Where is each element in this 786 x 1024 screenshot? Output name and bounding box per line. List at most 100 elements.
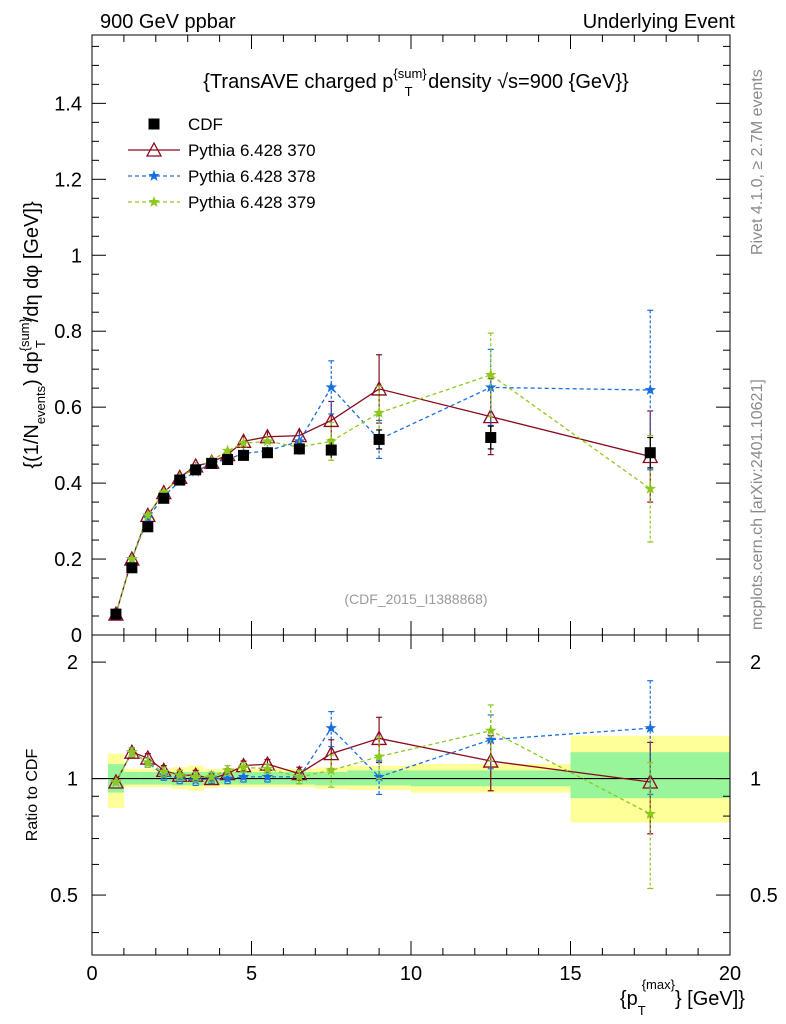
main-series-3-line (115, 374, 651, 615)
ratio-series-1-point (221, 772, 234, 784)
ratio-series-2-point (237, 761, 250, 773)
legend-marker (148, 196, 160, 207)
main-series-3-point (126, 553, 138, 564)
main-series-0-point (110, 608, 122, 620)
ratio-y-tick-label-right: 2 (750, 652, 761, 674)
ratio-series-2-point (485, 724, 497, 736)
legend-label: Pythia 6.428 370 (188, 141, 316, 160)
legend-label: Pythia 6.428 378 (188, 167, 316, 186)
ratio-series-2-point (174, 769, 186, 781)
main-series-3-point (221, 444, 234, 456)
x-tick-label: 15 (559, 963, 581, 985)
main-series-0-point (485, 432, 497, 444)
ratio-y-tick-label-right: 1 (750, 769, 761, 791)
main-series-0-point (222, 454, 234, 466)
ratio-series-2-point (110, 775, 122, 787)
main-series-3-point (325, 435, 337, 447)
header-right: Underlying Event (583, 11, 736, 33)
main-series-0-point (373, 433, 385, 445)
main-series-2-point (644, 384, 656, 395)
ratio-series-2-point (142, 756, 154, 768)
main-y-tick-label: 0 (71, 625, 82, 647)
main-series-0-point (174, 474, 186, 486)
legend-marker (148, 118, 160, 130)
main-series-0-point (206, 457, 218, 469)
x-tick-label: 0 (86, 963, 97, 985)
rivet-label: Rivet 4.1.0, ≥ 2.7M events (749, 69, 766, 255)
title-sup: {sum} (393, 66, 427, 81)
main-y-tick-label: 0.6 (54, 397, 82, 419)
header-left: 900 GeV ppbar (100, 11, 236, 33)
main-series-0-point (190, 464, 202, 476)
main-series-3-point (644, 482, 656, 494)
ratio-series-1-point (373, 770, 385, 782)
title-sub: T (405, 84, 413, 99)
ratio-series-0-point (291, 765, 308, 781)
main-series-2-point (485, 381, 497, 393)
main-y-tick-label: 1 (71, 245, 82, 267)
ratio-y-tick-label-right: 0.5 (750, 885, 778, 907)
main-title: {TransAVE charged p{sum} T density √s=900… (203, 66, 629, 99)
main-series-0-point (126, 562, 138, 574)
ratio-series-2-point (221, 764, 234, 776)
ratio-series-2-point (158, 765, 170, 777)
legend-label: CDF (188, 115, 223, 134)
main-series-1-point (482, 408, 499, 424)
x-tick-label: 5 (246, 963, 257, 985)
legend-label: Pythia 6.428 379 (188, 193, 316, 212)
main-ylabel: {(1/Nevents) dp{sum}T/dη dφ [GeV]} (17, 201, 48, 469)
main-series-1-point (371, 380, 388, 396)
legend-marker (145, 141, 163, 157)
x-tick-label: 10 (400, 963, 422, 985)
ratio-series-1-point (644, 722, 656, 733)
main-y-tick-label: 0.8 (54, 321, 82, 343)
ratio-panel: 0 5 10 15 20 2 1 0.5 2 1 0.5 Ratio to CDF (24, 634, 778, 985)
ratio-ylabel: Ratio to CDF (24, 749, 41, 842)
main-panel: 0 0.2 0.4 0.6 0.8 1 1.2 1.4 {TransAVE charged p… (17, 34, 731, 647)
ratio-series-2-point (325, 764, 337, 776)
main-series-3-point (158, 486, 170, 498)
ratio-series-2-point (293, 770, 306, 782)
ratio-y-tick-label: 0.5 (50, 885, 78, 907)
analysis-watermark: (CDF_2015_I1388868) (344, 591, 487, 607)
main-series-3-point (237, 437, 250, 449)
legend-marker (148, 170, 160, 181)
ratio-series-2-point (373, 750, 385, 762)
main-y-tick-label: 1.4 (54, 93, 82, 115)
main-series-3-point (485, 368, 497, 380)
ratio-series-1-point (261, 770, 274, 782)
main-series-0-point (261, 447, 273, 459)
ratio-series-1-line (115, 727, 651, 783)
legend: CDF Pythia 6.428 370 Pythia 6.428 378 Pythi… (128, 115, 316, 212)
main-y-tick-label: 0.2 (54, 549, 82, 571)
ratio-y-tick-label: 1 (67, 769, 78, 791)
main-series-1-point (235, 432, 252, 448)
main-series-3-point (261, 435, 274, 447)
main-series-0-point (158, 492, 170, 504)
ratio-series-2-point (205, 770, 218, 782)
main-series-2-point (325, 381, 337, 393)
main-series-1-line (115, 388, 651, 615)
main-y-tick-label: 1.2 (54, 169, 82, 191)
title-pre: {TransAVE charged p (203, 71, 393, 93)
main-series-3-point (142, 509, 154, 521)
mcplots-label: mcplots.cern.ch [arXiv:2401.10621] (749, 379, 766, 630)
main-series-1-point (323, 412, 340, 428)
ratio-series-1-point (237, 770, 250, 782)
main-series-0-point (238, 449, 250, 461)
main-series-0-point (142, 521, 154, 533)
main-series-3-point (373, 406, 385, 418)
ratio-y-tick-label: 2 (67, 652, 78, 674)
main-series-0-point (644, 447, 656, 459)
ratio-series-2-point (126, 746, 138, 758)
x-axis-label: {pT{max}} [GeV]} (620, 977, 745, 1018)
main-y-tick-label: 0.4 (54, 473, 82, 495)
ratio-series-1-point (485, 733, 497, 745)
main-series-2-line (115, 386, 651, 615)
x-tick-label: 20 (719, 963, 741, 985)
ratio-series-0-point (323, 745, 340, 761)
main-series-0-point (293, 443, 305, 455)
main-series-0-point (325, 444, 337, 456)
title-post: density √s=900 {GeV}} (423, 71, 629, 93)
